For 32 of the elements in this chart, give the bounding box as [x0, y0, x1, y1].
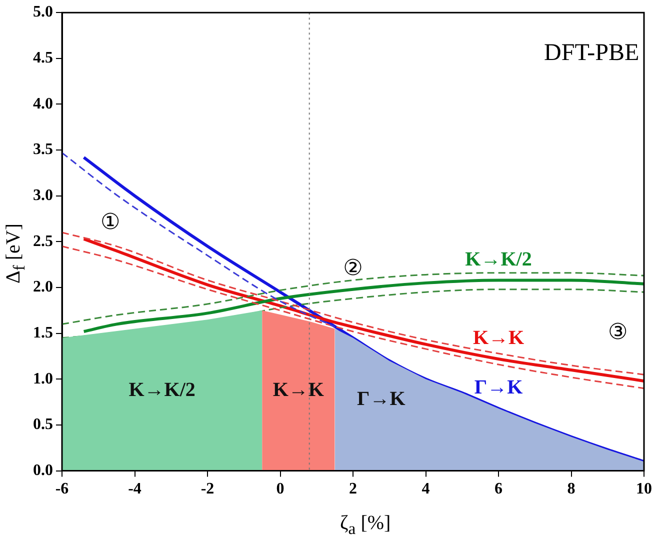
- x-tick-label: 0: [276, 480, 284, 498]
- series-label: K→K/2: [465, 248, 532, 270]
- y-tick-label: 3.0: [33, 187, 53, 204]
- annotation: ②: [343, 256, 363, 281]
- x-axis-title: ζ$_{a}$ [%]: [340, 512, 391, 539]
- x-tick-label: 8: [567, 480, 576, 498]
- y-tick-label: 5.0: [33, 4, 53, 21]
- y-tick-label: 2.0: [33, 278, 53, 296]
- x-tick-label: -6: [55, 480, 69, 498]
- annotation: ①: [100, 210, 120, 236]
- y-tick-label: 3.5: [33, 141, 53, 158]
- y-tick-label: 1.0: [33, 370, 53, 388]
- y-tick-label: 4.5: [33, 50, 53, 67]
- line-series: [62, 152, 336, 328]
- series-label: K→K: [272, 378, 324, 401]
- x-tick-label: 4: [422, 480, 430, 498]
- series-label: K→K: [472, 327, 524, 350]
- annotation: ③: [608, 320, 628, 346]
- y-tick-label: 2.5: [33, 232, 53, 250]
- y-tick-label: 0.0: [33, 462, 53, 479]
- x-tick-label: -4: [128, 480, 142, 498]
- y-tick-label: 0.5: [33, 416, 53, 434]
- x-tick-label: 10: [636, 480, 652, 498]
- x-tick-label: 6: [494, 480, 502, 498]
- series-label: Γ→K: [474, 376, 524, 399]
- x-tick-label: -2: [200, 480, 214, 498]
- y-tick-label: 4.0: [33, 95, 53, 112]
- y-tick-label: 1.5: [33, 324, 53, 342]
- series-label: K→K/2: [128, 378, 196, 401]
- series-label: Γ→K: [357, 388, 406, 410]
- x-tick-label: 2: [349, 480, 357, 498]
- annotation: DFT-PBE: [544, 40, 640, 66]
